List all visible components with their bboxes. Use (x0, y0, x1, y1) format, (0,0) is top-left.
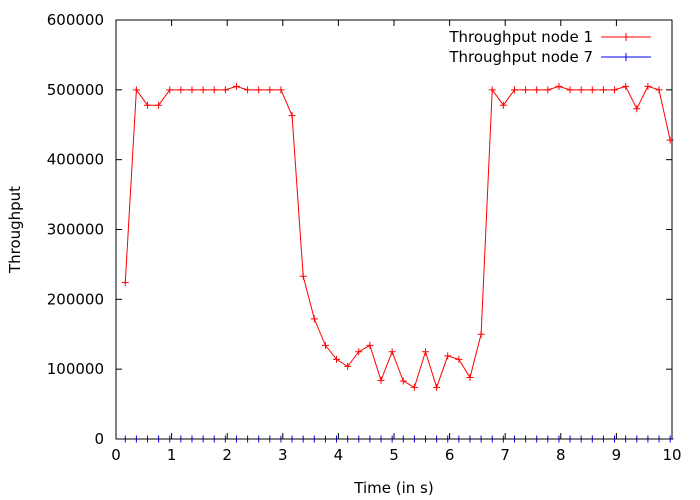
x-tick-label: 10 (662, 446, 681, 464)
data-point (366, 341, 374, 349)
data-point (666, 136, 674, 144)
data-point (232, 82, 240, 90)
data-point (499, 101, 507, 109)
plot-frame (115, 19, 673, 440)
x-tick-label: 7 (500, 446, 510, 464)
data-point (210, 86, 218, 94)
data-point (633, 105, 641, 113)
data-point (333, 355, 341, 363)
legend-swatch-marker (622, 33, 630, 41)
data-point (388, 348, 396, 356)
data-point (510, 86, 518, 94)
x-tick-label: 3 (278, 446, 288, 464)
data-point (221, 86, 229, 94)
y-tick-label: 600000 (47, 11, 104, 29)
data-point (410, 383, 418, 391)
legend-label-node-7: Throughput node 7 (448, 48, 593, 66)
data-point (344, 362, 352, 370)
data-point (522, 86, 530, 94)
y-tick-label: 0 (94, 430, 104, 448)
data-point (355, 348, 363, 356)
y-tick-label: 300000 (47, 221, 104, 239)
y-tick-label: 100000 (47, 360, 104, 378)
y-tick-label: 200000 (47, 290, 104, 308)
data-point (466, 374, 474, 382)
data-point (121, 279, 129, 287)
legend-swatch-marker (622, 53, 630, 61)
series-layer (121, 82, 674, 443)
legend-label-node-1: Throughput node 1 (448, 28, 593, 46)
ticks-layer: 0 1 2 3 4 5 6 7 8 9 10 0 100000 200000 300000 400000 500… (47, 11, 682, 464)
data-point (533, 86, 541, 94)
data-point (488, 86, 496, 94)
x-tick-label: 2 (222, 446, 232, 464)
data-point (555, 82, 563, 90)
data-point (422, 348, 430, 356)
data-point (277, 86, 285, 94)
y-tick-label: 500000 (47, 81, 104, 99)
data-point (444, 352, 452, 360)
legend: Throughput node 1 Throughput node 7 (448, 28, 651, 66)
data-point (588, 86, 596, 94)
data-point (177, 86, 185, 94)
data-point (199, 86, 207, 94)
data-point (288, 112, 296, 120)
data-point (544, 86, 552, 94)
data-point (255, 86, 263, 94)
data-point (577, 86, 585, 94)
x-tick-label: 4 (334, 446, 344, 464)
data-point (655, 86, 663, 94)
data-point (144, 101, 152, 109)
x-tick-label: 6 (445, 446, 455, 464)
data-point (321, 341, 329, 349)
data-point (433, 383, 441, 391)
data-point (599, 86, 607, 94)
data-point (155, 101, 163, 109)
series-line-1 (124, 85, 671, 389)
data-point (166, 86, 174, 94)
data-point (299, 272, 307, 280)
data-point (377, 376, 385, 384)
x-tick-label: 0 (111, 446, 121, 464)
data-point (188, 86, 196, 94)
data-point (310, 315, 318, 323)
x-tick-label: 9 (612, 446, 622, 464)
data-point (455, 355, 463, 363)
y-tick-label: 400000 (47, 151, 104, 169)
data-point (244, 86, 252, 94)
data-point (566, 86, 574, 94)
x-tick-label: 5 (389, 446, 399, 464)
data-point (399, 377, 407, 385)
data-point (622, 82, 630, 90)
y-axis-label: Throughput (6, 186, 24, 274)
x-tick-label: 8 (556, 446, 566, 464)
data-point (477, 330, 485, 338)
data-point (266, 86, 274, 94)
data-point (132, 86, 140, 94)
x-tick-label: 1 (167, 446, 177, 464)
data-point (644, 82, 652, 90)
data-point (611, 86, 619, 94)
x-axis-label: Time (in s) (353, 479, 433, 497)
